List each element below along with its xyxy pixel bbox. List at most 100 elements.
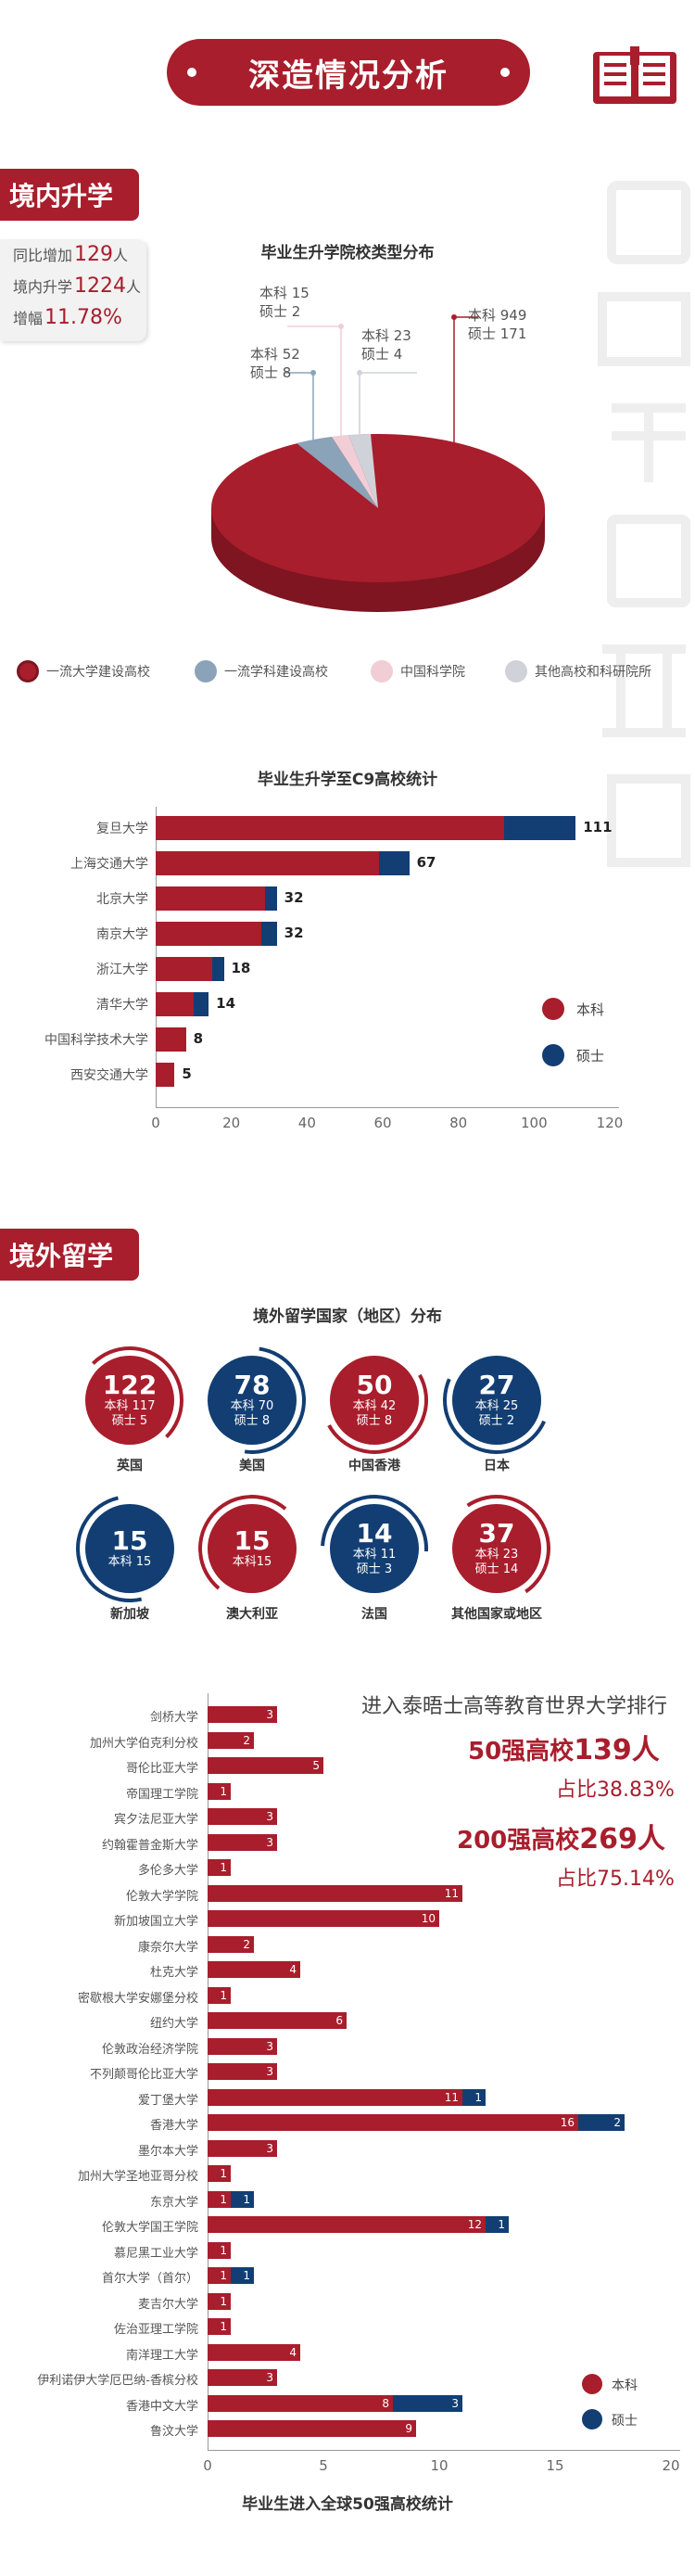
c9-x-axis bbox=[156, 1107, 619, 1108]
country-circle: 78 本科 70 硕士 8 bbox=[208, 1356, 297, 1445]
country-ring bbox=[76, 1346, 183, 1454]
legend-swatch bbox=[17, 660, 39, 682]
top50-chart-caption: 毕业生进入全球50强高校统计 bbox=[242, 2495, 453, 2514]
country-name: 法国 bbox=[361, 1607, 387, 1622]
top50-bar-undergrad: 3 bbox=[208, 1808, 277, 1825]
c9-bar-undergrad bbox=[156, 851, 379, 875]
leader-line-disciplines bbox=[284, 372, 314, 450]
watermark-pattern bbox=[598, 181, 690, 867]
ranking-top200: 200强高校269人 bbox=[457, 1816, 665, 1856]
top50-bar-undergrad: 8 bbox=[208, 2394, 393, 2412]
top50-bar-undergrad: 9 bbox=[208, 2420, 416, 2437]
pie-legend-item: 一流大学建设高校 bbox=[17, 660, 150, 682]
c9-bar-undergrad bbox=[156, 1063, 175, 1087]
pie-label-first-class: 本科 949 硕士 171 bbox=[468, 306, 526, 343]
top50-bar-undergrad: 1 bbox=[208, 2241, 231, 2259]
ranking-top50: 50强高校139人 bbox=[468, 1727, 660, 1767]
c9-axis-tick: 40 bbox=[297, 1115, 316, 1131]
country-total: 15 bbox=[234, 1525, 271, 1556]
top50-bar-undergrad: 11 bbox=[208, 2088, 462, 2106]
c9-total-label: 5 bbox=[182, 1065, 192, 1082]
top50-axis-tick: 10 bbox=[430, 2456, 449, 2474]
country-circle: 15 本科15 bbox=[208, 1504, 297, 1593]
pie-legend-item: 中国科学院 bbox=[371, 660, 465, 682]
top50-row-label: 康奈尔大学 bbox=[137, 1940, 198, 1955]
country-total: 50 bbox=[356, 1370, 393, 1400]
top50-bar-undergrad: 4 bbox=[208, 1961, 300, 1978]
top50-x-axis bbox=[208, 2449, 680, 2451]
top50-row-label: 多伦多大学 bbox=[137, 1864, 198, 1878]
stat-value: 129 bbox=[74, 243, 114, 266]
decorative-watermark bbox=[593, 167, 695, 890]
country-circle: 122 本科 117 硕士 5 bbox=[85, 1356, 174, 1445]
country-name: 其他国家或地区 bbox=[451, 1607, 542, 1622]
country-master: 硕士 14 bbox=[474, 1562, 519, 1576]
c9-total-label: 18 bbox=[231, 960, 251, 976]
top50-row-label: 鲁汶大学 bbox=[149, 2425, 198, 2439]
pie-label-line: 本科 15 bbox=[259, 285, 310, 301]
legend-swatch bbox=[195, 660, 217, 682]
c9-row-label: 浙江大学 bbox=[96, 963, 148, 977]
pie-slice-first-class-disciplines bbox=[297, 437, 378, 508]
legend-label: 一流学科建设高校 bbox=[224, 665, 328, 680]
c9-legend-swatch bbox=[542, 1044, 564, 1066]
pie-slice-cas bbox=[332, 435, 378, 508]
ranking-top200-value: 269人 bbox=[579, 1823, 665, 1855]
country-master: 硕士 8 bbox=[234, 1414, 271, 1428]
c9-bar-master bbox=[261, 922, 277, 946]
top50-legend-swatch bbox=[582, 2408, 602, 2429]
top50-row-label: 佐治亚理工学院 bbox=[113, 2323, 198, 2337]
country-undergrad: 本科 42 bbox=[352, 1399, 397, 1413]
country-master: 硕士 2 bbox=[478, 1414, 515, 1428]
country-undergrad: 本科 15 bbox=[107, 1555, 152, 1569]
c9-total-label: 111 bbox=[583, 819, 613, 835]
top50-row-label: 首尔大学（首尔） bbox=[101, 2272, 198, 2286]
ranking-top200-pct: 占比75.14% bbox=[556, 1868, 675, 1891]
pie-label-line: 硕士 2 bbox=[259, 303, 301, 320]
top50-row-label: 爱丁堡大学 bbox=[137, 2093, 198, 2108]
stat-row-increase: 同比增加 129 人 bbox=[0, 243, 146, 274]
top50-row-label: 剑桥大学 bbox=[149, 1711, 198, 1725]
top50-row-label: 麦吉尔大学 bbox=[137, 2297, 198, 2312]
top50-bar-chart: 0 5 10 15 20 剑桥大学 3 加州大学伯克利分校 2 哥伦比亚大学 5 帝国理工学院 1 宾夕法… bbox=[0, 1693, 695, 2491]
legend-swatch bbox=[505, 660, 527, 682]
top50-row-label: 伦敦大学学院 bbox=[125, 1889, 198, 1904]
c9-bar-master bbox=[265, 886, 277, 911]
c9-legend-label: 本科 bbox=[576, 1001, 605, 1018]
top50-row-label: 加州大学圣地亚哥分校 bbox=[77, 2170, 198, 2184]
c9-legend-label: 硕士 bbox=[576, 1048, 605, 1065]
c9-axis-tick: 0 bbox=[151, 1115, 160, 1131]
top50-row-label: 帝国理工学院 bbox=[125, 1787, 198, 1802]
country-undergrad: 本科 117 bbox=[104, 1399, 156, 1413]
top50-row-label: 香港中文大学 bbox=[125, 2399, 198, 2414]
top50-bar-undergrad: 6 bbox=[208, 2012, 347, 2029]
pie-label-line: 本科 52 bbox=[250, 346, 300, 363]
legend-label: 一流大学建设高校 bbox=[46, 665, 150, 680]
top50-row-label: 宾夕法尼亚大学 bbox=[113, 1813, 198, 1827]
pie-label-cas: 本科 15 硕士 2 bbox=[259, 284, 310, 321]
c9-bar-undergrad bbox=[156, 816, 504, 840]
country-total: 122 bbox=[102, 1370, 158, 1400]
top50-axis-tick: 15 bbox=[546, 2456, 564, 2474]
top50-row-label: 伦敦大学国王学院 bbox=[101, 2221, 198, 2235]
c9-total-label: 8 bbox=[193, 1030, 204, 1047]
country-circle: 14 本科 11 硕士 3 bbox=[330, 1504, 419, 1593]
c9-bar-master bbox=[378, 851, 410, 875]
top50-bar-undergrad: 4 bbox=[208, 2343, 300, 2361]
c9-total-label: 32 bbox=[284, 889, 304, 906]
ranking-top200-label: 200强高校 bbox=[457, 1827, 580, 1855]
c9-row-label: 西安交通大学 bbox=[70, 1068, 148, 1083]
top50-bar-undergrad: 3 bbox=[208, 2139, 277, 2157]
top50-row-label: 东京大学 bbox=[149, 2195, 198, 2210]
top50-bar-undergrad: 1 bbox=[208, 1782, 231, 1800]
top50-row-label: 密歇根大学安娜堡分校 bbox=[77, 1991, 198, 2006]
country-name: 日本 bbox=[484, 1459, 510, 1473]
top50-bar-undergrad: 3 bbox=[208, 2063, 277, 2080]
c9-legend-swatch bbox=[542, 998, 564, 1020]
country-circle: 50 本科 42 硕士 8 bbox=[330, 1356, 419, 1445]
c9-bar-undergrad bbox=[156, 886, 266, 911]
country-circle: 15 本科 15 bbox=[85, 1504, 174, 1593]
c9-chart-title: 毕业生升学至C9高校统计 bbox=[257, 771, 438, 789]
section-overseas-text: 境外留学 bbox=[9, 1241, 114, 1271]
